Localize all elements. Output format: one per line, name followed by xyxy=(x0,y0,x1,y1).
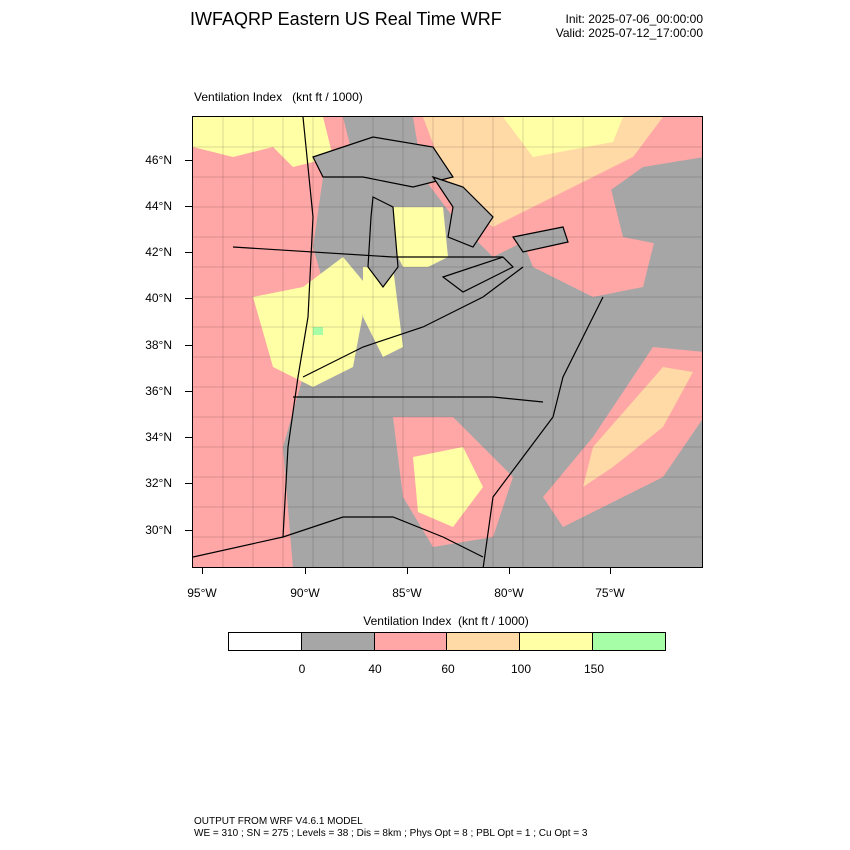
lat-tick-label: 44°N xyxy=(145,199,172,213)
lat-tick-mark xyxy=(185,160,192,161)
lat-tick-label: 38°N xyxy=(145,338,172,352)
colorbar xyxy=(228,632,666,651)
lat-tick-mark xyxy=(185,298,192,299)
lon-tick-label: 75°W xyxy=(595,586,625,600)
lon-tick-mark xyxy=(407,568,408,574)
region-orange-canada xyxy=(423,117,663,227)
region-orange-atlantic-plume xyxy=(583,367,693,487)
state-line-north xyxy=(232,246,503,258)
lon-tick-label: 95°W xyxy=(187,586,217,600)
colorbar-label: 100 xyxy=(510,662,532,676)
region-yellow-north xyxy=(193,117,333,167)
lon-tick-mark xyxy=(305,568,306,574)
lat-tick-label: 42°N xyxy=(145,245,172,259)
lat-tick-mark xyxy=(185,252,192,253)
lon-tick-mark xyxy=(202,568,203,574)
ventilation-index-map xyxy=(193,117,702,567)
colorbar-box xyxy=(593,633,665,650)
lat-tick-mark xyxy=(185,483,192,484)
lake-michigan xyxy=(367,196,399,288)
lon-tick-mark xyxy=(610,568,611,574)
lon-tick-label: 80°W xyxy=(494,586,524,600)
figure-title: IWFAQRP Eastern US Real Time WRF xyxy=(190,9,502,29)
lat-tick-mark xyxy=(185,345,192,346)
lon-tick-label: 85°W xyxy=(392,586,422,600)
lon-tick-label: 90°W xyxy=(290,586,320,600)
colorbar-label: 60 xyxy=(441,662,455,676)
colorbar-title: Ventilation Index (knt ft / 1000) xyxy=(363,614,529,628)
colorbar-box xyxy=(374,633,448,650)
region-green-spot xyxy=(313,327,323,335)
lake-ontario xyxy=(512,226,569,253)
gulf-coast xyxy=(193,516,484,558)
valid-time: Valid: 2025-07-12_17:00:00 xyxy=(555,26,703,40)
map-panel xyxy=(192,116,703,568)
colorbar-box xyxy=(447,633,521,650)
field-label: Ventilation Index (knt ft / 1000) xyxy=(194,90,363,104)
lat-tick-label: 34°N xyxy=(145,430,172,444)
state-line-mississippi xyxy=(282,117,314,538)
colorbar-label: 150 xyxy=(583,662,605,676)
lon-tick-mark xyxy=(509,568,510,574)
colorbar-box xyxy=(229,633,302,650)
lat-tick-label: 36°N xyxy=(145,384,172,398)
lat-tick-label: 46°N xyxy=(145,153,172,167)
lat-tick-label: 40°N xyxy=(145,291,172,305)
init-time: Init: 2025-07-06_00:00:00 xyxy=(565,12,703,26)
lat-tick-mark xyxy=(185,391,192,392)
lat-tick-label: 32°N xyxy=(145,476,172,490)
colorbar-box xyxy=(301,633,375,650)
colorbar-label: 40 xyxy=(368,662,382,676)
lat-tick-mark xyxy=(185,530,192,531)
lat-tick-mark xyxy=(185,437,192,438)
lat-tick-mark xyxy=(185,206,192,207)
lat-tick-label: 30°N xyxy=(145,523,172,537)
footer-config: WE = 310 ; SN = 275 ; Levels = 38 ; Dis … xyxy=(194,828,588,839)
colorbar-label: 0 xyxy=(298,662,306,676)
region-yellow-illinois xyxy=(253,257,368,387)
footer-model: OUTPUT FROM WRF V4.6.1 MODEL xyxy=(194,816,363,827)
county-grid xyxy=(193,117,702,567)
colorbar-box xyxy=(520,633,594,650)
